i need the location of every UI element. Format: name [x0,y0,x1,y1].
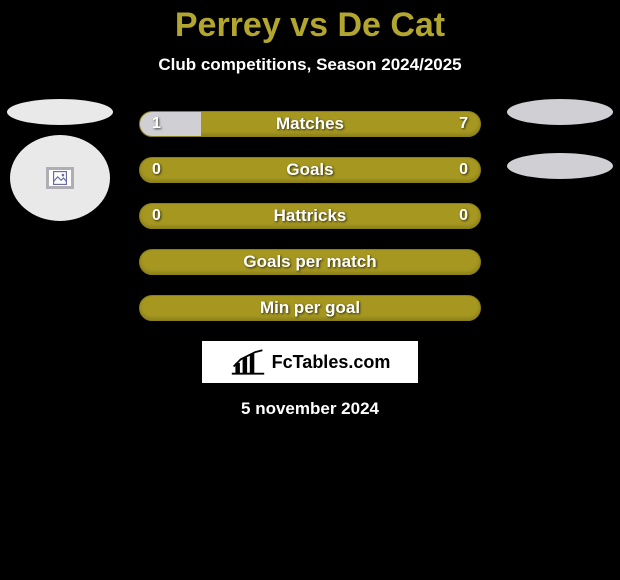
stat-label: Hattricks [140,206,480,226]
bar-chart-icon [230,348,266,376]
stats-bars: 1Matches70Goals00Hattricks0Goals per mat… [139,111,481,321]
stat-bar: 1Matches7 [139,111,481,137]
stat-right-value: 0 [459,161,468,179]
subtitle: Club competitions, Season 2024/2025 [0,55,620,75]
player-left-flat-ellipse [7,99,113,125]
stat-right-value: 0 [459,207,468,225]
stat-label: Goals [140,160,480,180]
generation-date: 5 november 2024 [0,399,620,419]
site-logo: FcTables.com [202,341,418,383]
site-logo-text: FcTables.com [272,352,391,373]
page-title: Perrey vs De Cat [0,0,620,45]
stat-bar: Min per goal [139,295,481,321]
player-right-flat-ellipse-2 [507,153,613,179]
stat-bar: Goals per match [139,249,481,275]
stat-label: Matches [140,114,480,134]
stat-bar: 0Hattricks0 [139,203,481,229]
stat-right-value: 7 [459,115,468,133]
right-column [500,99,620,179]
stat-bar: 0Goals0 [139,157,481,183]
content: 1Matches70Goals00Hattricks0Goals per mat… [0,111,620,419]
image-placeholder-icon [53,171,67,185]
stat-label: Goals per match [140,252,480,272]
stat-label: Min per goal [140,298,480,318]
player-right-flat-ellipse-1 [507,99,613,125]
player-left-badge [46,167,74,189]
left-column [0,99,120,221]
player-left-round-ellipse [10,135,110,221]
